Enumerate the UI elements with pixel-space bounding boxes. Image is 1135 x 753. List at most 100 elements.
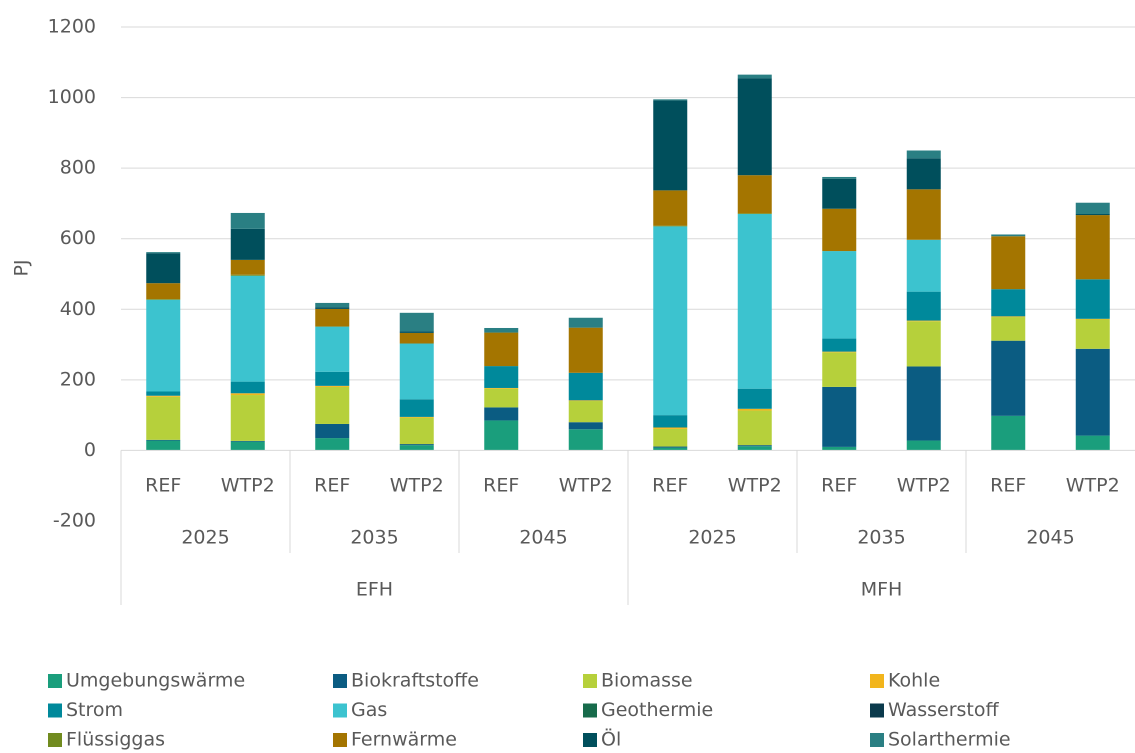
legend-swatch xyxy=(48,674,62,688)
bar-segment xyxy=(230,259,265,275)
bar-segment xyxy=(399,399,434,417)
x-tick-label: WTP2 xyxy=(390,475,444,497)
legend-swatch xyxy=(48,703,62,718)
bar-segment xyxy=(906,366,941,441)
bar-segment xyxy=(315,302,350,308)
bar-segment xyxy=(737,214,772,389)
bar-segment xyxy=(230,228,265,260)
bar-segment xyxy=(822,251,857,339)
x-tick-label: WTP2 xyxy=(1066,475,1120,497)
bar-segment xyxy=(1075,279,1110,319)
bar-segment xyxy=(906,150,941,159)
bar-segment xyxy=(568,327,603,373)
y-tick-label: 400 xyxy=(60,298,96,320)
legend-label: Biokraftstoffe xyxy=(351,670,479,692)
bar-segment xyxy=(230,440,265,442)
bar-segment xyxy=(230,274,265,276)
bar-segment xyxy=(568,429,603,451)
legend-label: Fernwärme xyxy=(351,729,457,751)
legend-label: Öl xyxy=(601,728,621,751)
bar-segment xyxy=(991,316,1026,318)
bar-segment xyxy=(653,447,688,451)
y-tick-label: -200 xyxy=(53,510,96,532)
bar-segment xyxy=(737,78,772,176)
bar-segment xyxy=(315,386,350,424)
bar-segment xyxy=(399,444,434,446)
bar-segment xyxy=(737,175,772,214)
bar-segment xyxy=(1075,319,1110,349)
x-tick-label: REF xyxy=(483,475,519,497)
legend-swatch xyxy=(870,703,884,718)
bar-segment xyxy=(315,308,350,327)
bar-segment xyxy=(399,332,434,344)
legend-swatch xyxy=(870,733,884,747)
bar-segment xyxy=(822,446,857,451)
legend-label: Wasserstoff xyxy=(888,699,999,721)
bar-segment xyxy=(653,446,688,448)
bar-segment xyxy=(315,371,350,386)
legend-label: Strom xyxy=(66,699,123,721)
year-label: 2045 xyxy=(519,527,567,549)
bar-segment xyxy=(653,225,688,227)
bar-segment xyxy=(146,439,181,441)
bar-segment xyxy=(906,158,941,190)
bar-segment xyxy=(737,74,772,79)
bar-segment xyxy=(568,317,603,328)
bar-segment xyxy=(230,381,265,394)
bar-segment xyxy=(991,415,1026,451)
year-label: 2025 xyxy=(181,527,229,549)
bar-segment xyxy=(822,208,857,252)
y-tick-label: 1000 xyxy=(48,86,96,108)
bar-segment xyxy=(568,401,603,423)
bar-segment xyxy=(737,213,772,215)
y-axis-label: PJ xyxy=(11,259,33,276)
bar-segment xyxy=(906,189,941,240)
x-tick-label: WTP2 xyxy=(897,475,951,497)
legend-swatch xyxy=(333,674,347,688)
bar-segment xyxy=(230,212,265,229)
x-tick-label: WTP2 xyxy=(221,475,275,497)
bar-segment xyxy=(484,420,519,451)
year-label: 2025 xyxy=(688,527,736,549)
bar-segment xyxy=(568,400,603,402)
bar-segment xyxy=(1075,202,1110,215)
bar-segment xyxy=(737,410,772,446)
bar-segment xyxy=(1075,435,1110,451)
bar-segment xyxy=(653,428,688,447)
legend-label: Geothermie xyxy=(601,699,713,721)
bar-segment xyxy=(315,438,350,451)
bar-segment xyxy=(399,416,434,418)
bar-segment xyxy=(230,393,265,396)
bar-segment xyxy=(230,395,265,441)
bar-segment xyxy=(1075,348,1110,436)
bar-segment xyxy=(906,320,941,322)
bar-segment xyxy=(822,351,857,353)
legend-label: Solarthermie xyxy=(888,729,1011,751)
bar-segment xyxy=(484,407,519,421)
bar-segment xyxy=(146,299,181,392)
x-tick-label: REF xyxy=(145,475,181,497)
bar-segment xyxy=(146,252,181,254)
y-tick-label: 1200 xyxy=(48,16,96,38)
legend-label: Gas xyxy=(351,699,387,721)
bar-segment xyxy=(653,190,688,226)
bar-segment xyxy=(399,343,434,400)
bar-segment xyxy=(146,391,181,396)
bar-segment xyxy=(484,388,519,408)
bar-segment xyxy=(991,289,1026,317)
x-tick-label: REF xyxy=(652,475,688,497)
y-tick-label: 600 xyxy=(60,227,96,249)
bar-segment xyxy=(230,275,265,382)
year-label: 2035 xyxy=(857,527,905,549)
legend-label: Kohle xyxy=(888,670,940,692)
bar-segment xyxy=(1075,215,1110,280)
bar-segment xyxy=(1075,214,1110,216)
legend-swatch xyxy=(583,674,597,688)
bar-segment xyxy=(484,387,519,389)
bar-segment xyxy=(1075,318,1110,320)
building-type-label: MFH xyxy=(861,579,903,601)
bar-segment xyxy=(146,283,181,300)
bar-segment xyxy=(484,366,519,388)
bar-segment xyxy=(146,440,181,451)
x-tick-label: REF xyxy=(821,475,857,497)
